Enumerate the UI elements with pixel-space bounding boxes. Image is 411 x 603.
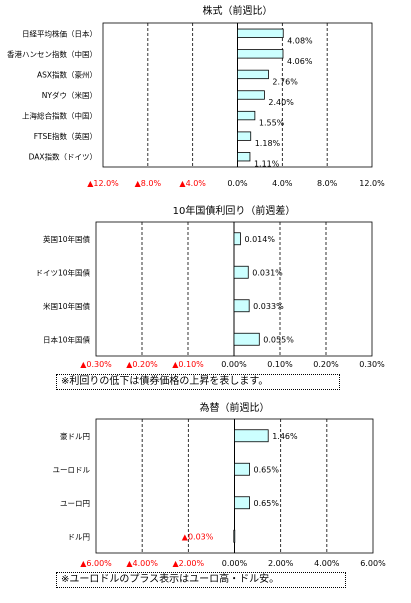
stocks-bar	[237, 28, 284, 38]
fx-tick-label: ▲4.00%	[126, 559, 158, 568]
stocks-value-label: 2.76%	[272, 77, 298, 86]
stocks-category-label: 香港ハンセン指数（中国）	[7, 49, 97, 59]
fx-value-label: 1.46%	[272, 432, 298, 441]
stocks-value-label: 1.11%	[254, 160, 280, 169]
bonds-bar	[233, 265, 249, 279]
fx-tick-label: ▲2.00%	[173, 559, 205, 568]
stocks-value-label: 4.08%	[287, 36, 313, 45]
bonds-value-label: 0.014%	[244, 235, 275, 244]
stocks-tick-label: ▲8.0%	[135, 179, 162, 188]
fx-note: ※ユーロドルのプラス表示はユーロ高・ドル安。	[56, 572, 346, 588]
bonds-bar	[233, 332, 260, 346]
bonds-bar	[233, 299, 250, 313]
bonds-bar	[233, 232, 241, 246]
bonds-tick-label: 0.20%	[313, 360, 339, 369]
fx-bar	[234, 429, 269, 443]
fx-tick-label: 0.00%	[222, 559, 248, 568]
bonds-value-label: 0.031%	[252, 268, 283, 277]
fx-chart-title: 為替（前週比）	[200, 401, 270, 414]
stocks-chart-title: 株式（前週比）	[203, 4, 273, 17]
stocks-tick-label: ▲12.0%	[87, 179, 119, 188]
bonds-tick-label: 0.30%	[359, 360, 385, 369]
stocks-value-label: 1.55%	[259, 119, 285, 128]
stocks-category-label: ASX指数（豪州）	[37, 69, 97, 79]
stocks-tick-label: 4.0%	[272, 179, 293, 188]
bond-note: ※利回りの低下は債券価格の上昇を表します。	[56, 374, 340, 390]
bonds-value-label: 0.055%	[263, 335, 294, 344]
fx-tick-label: 2.00%	[268, 559, 294, 568]
bonds-category-label: 英国10年国債	[43, 234, 91, 244]
fx-bar	[234, 462, 250, 476]
stocks-category-label: 上海総合指数（中国）	[22, 111, 97, 121]
stocks-category-label: DAX指数（ドイツ）	[29, 152, 97, 162]
stocks-tick-label: 12.0%	[359, 179, 385, 188]
bonds-value-label: 0.033%	[253, 302, 284, 311]
stocks-tick-label: 8.0%	[317, 179, 338, 188]
fx-category-label: ドル円	[68, 532, 91, 541]
fx-category-label: ユーロドル	[53, 465, 91, 474]
fx-value-label: 0.65%	[254, 499, 280, 508]
bonds-category-label: 米国10年国債	[43, 301, 91, 311]
stocks-bar	[237, 90, 265, 100]
bonds-tick-label: ▲0.10%	[172, 360, 204, 369]
stocks-value-label: 4.06%	[287, 57, 313, 66]
stocks-bar	[237, 152, 251, 162]
fx-category-label: 豪ドル円	[60, 431, 90, 441]
stocks-category-label: 日経平均株価（日本）	[22, 28, 97, 38]
stocks-tick-label: 0.0%	[227, 179, 248, 188]
fx-bar	[234, 496, 250, 510]
bonds-category-label: ドイツ10年国債	[35, 267, 90, 277]
fx-value-label: ▲0.03%	[182, 532, 214, 541]
fx-tick-label: 6.00%	[360, 559, 386, 568]
stocks-bar	[237, 49, 284, 59]
bonds-tick-label: ▲0.20%	[126, 360, 158, 369]
bonds-category-label: 日本10年国債	[43, 334, 91, 344]
stocks-category-label: NYダウ（米国）	[42, 90, 97, 100]
stocks-value-label: 1.18%	[255, 139, 281, 148]
stocks-category-label: FTSE指数（英国）	[34, 131, 97, 141]
fx-bar	[233, 529, 236, 543]
bonds-tick-label: 0.00%	[221, 360, 247, 369]
fx-tick-label: 4.00%	[314, 559, 340, 568]
bonds-chart-title: 10年国債利回り（前週差）	[173, 204, 296, 217]
stocks-bar	[237, 69, 269, 80]
fx-category-label: ユーロ円	[60, 499, 90, 508]
fx-tick-label: ▲6.00%	[80, 559, 112, 568]
stocks-bar	[237, 110, 256, 121]
bonds-tick-label: 0.10%	[267, 360, 293, 369]
bonds-tick-label: ▲0.30%	[80, 360, 112, 369]
stocks-tick-label: ▲4.0%	[179, 179, 206, 188]
stocks-value-label: 2.40%	[268, 98, 294, 107]
fx-value-label: 0.65%	[254, 465, 280, 474]
stocks-bar	[237, 131, 252, 141]
